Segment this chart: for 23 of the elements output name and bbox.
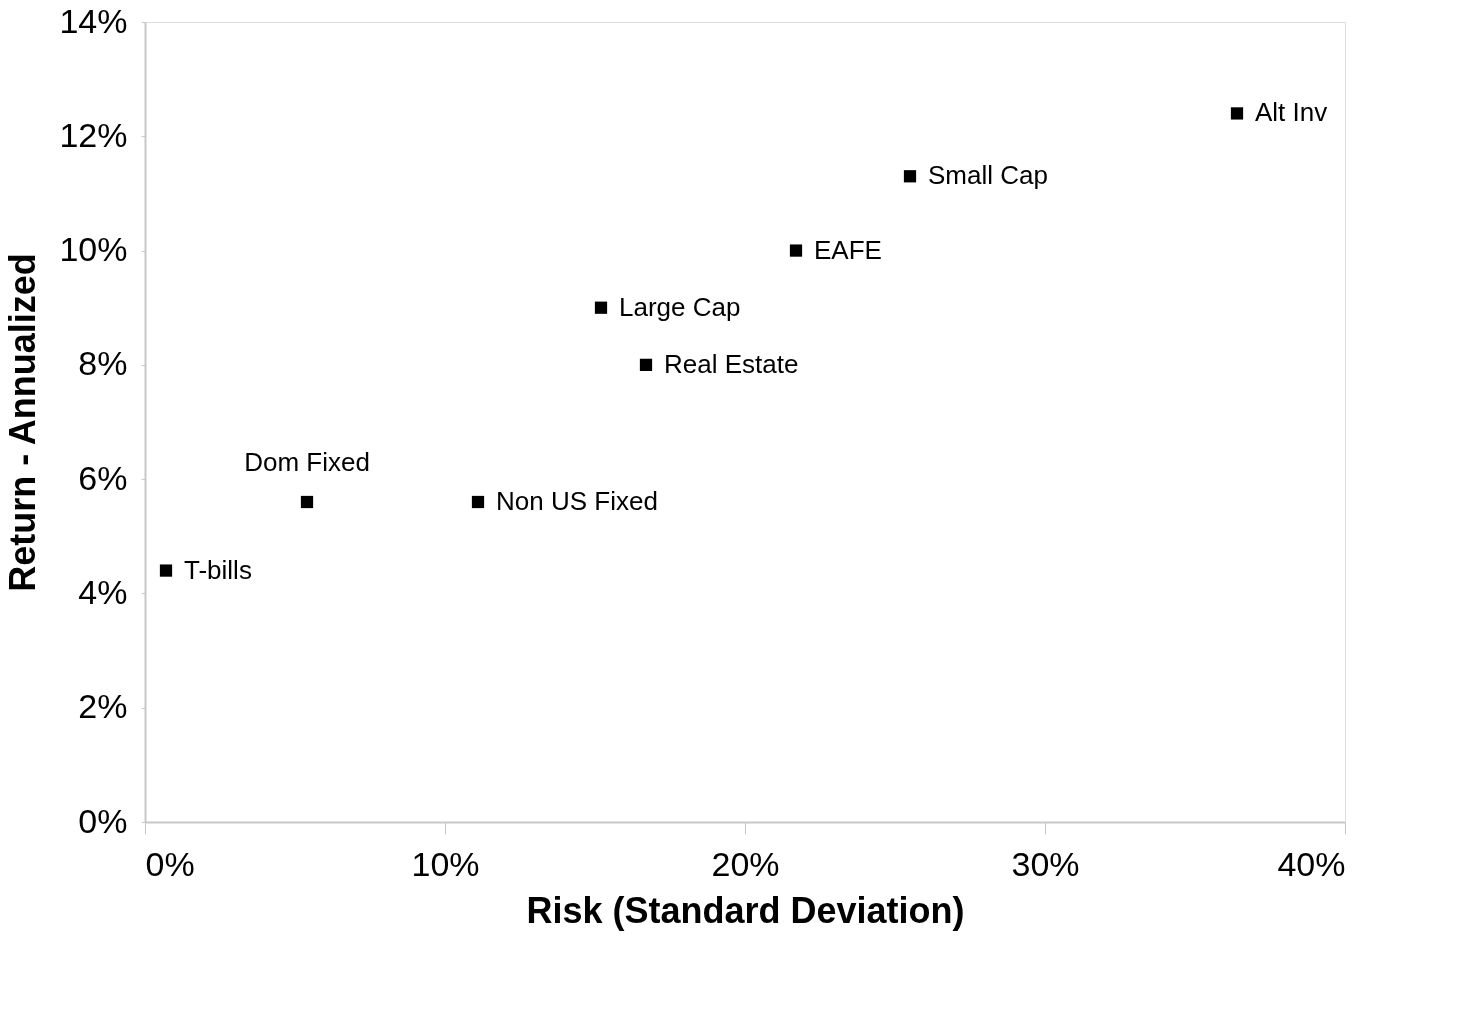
x-tick-label: 10% (411, 844, 480, 883)
x-tick-label: 30% (1011, 844, 1080, 883)
annotation: Large Cap (619, 291, 741, 322)
x-tick-label: 0% (145, 844, 195, 883)
y-axis-title: Return - Annualized (2, 253, 44, 592)
y-tick-label: 14% (59, 1, 128, 40)
annotation: Real Estate (664, 348, 799, 379)
annotation: EAFE (814, 234, 882, 265)
x-tick-label: 40% (1277, 844, 1346, 883)
x-axis-title: Risk (Standard Deviation) (526, 889, 965, 931)
y-tick-label: 10% (59, 230, 128, 269)
annotation: Dom Fixed (244, 447, 370, 477)
y-tick-label: 4% (78, 572, 128, 611)
y-tick-label: 0% (78, 801, 128, 840)
annotation: T-bills (184, 554, 252, 585)
x-tick-label: 20% (711, 844, 780, 883)
annotation: Small Cap (928, 160, 1048, 191)
annotation: Alt Inv (1255, 97, 1328, 128)
y-tick-label: 12% (59, 115, 128, 154)
y-tick-label: 8% (78, 344, 128, 383)
y-tick-label: 6% (78, 458, 128, 497)
y-tick-label: 2% (78, 687, 128, 726)
annotation: Non US Fixed (496, 486, 658, 516)
